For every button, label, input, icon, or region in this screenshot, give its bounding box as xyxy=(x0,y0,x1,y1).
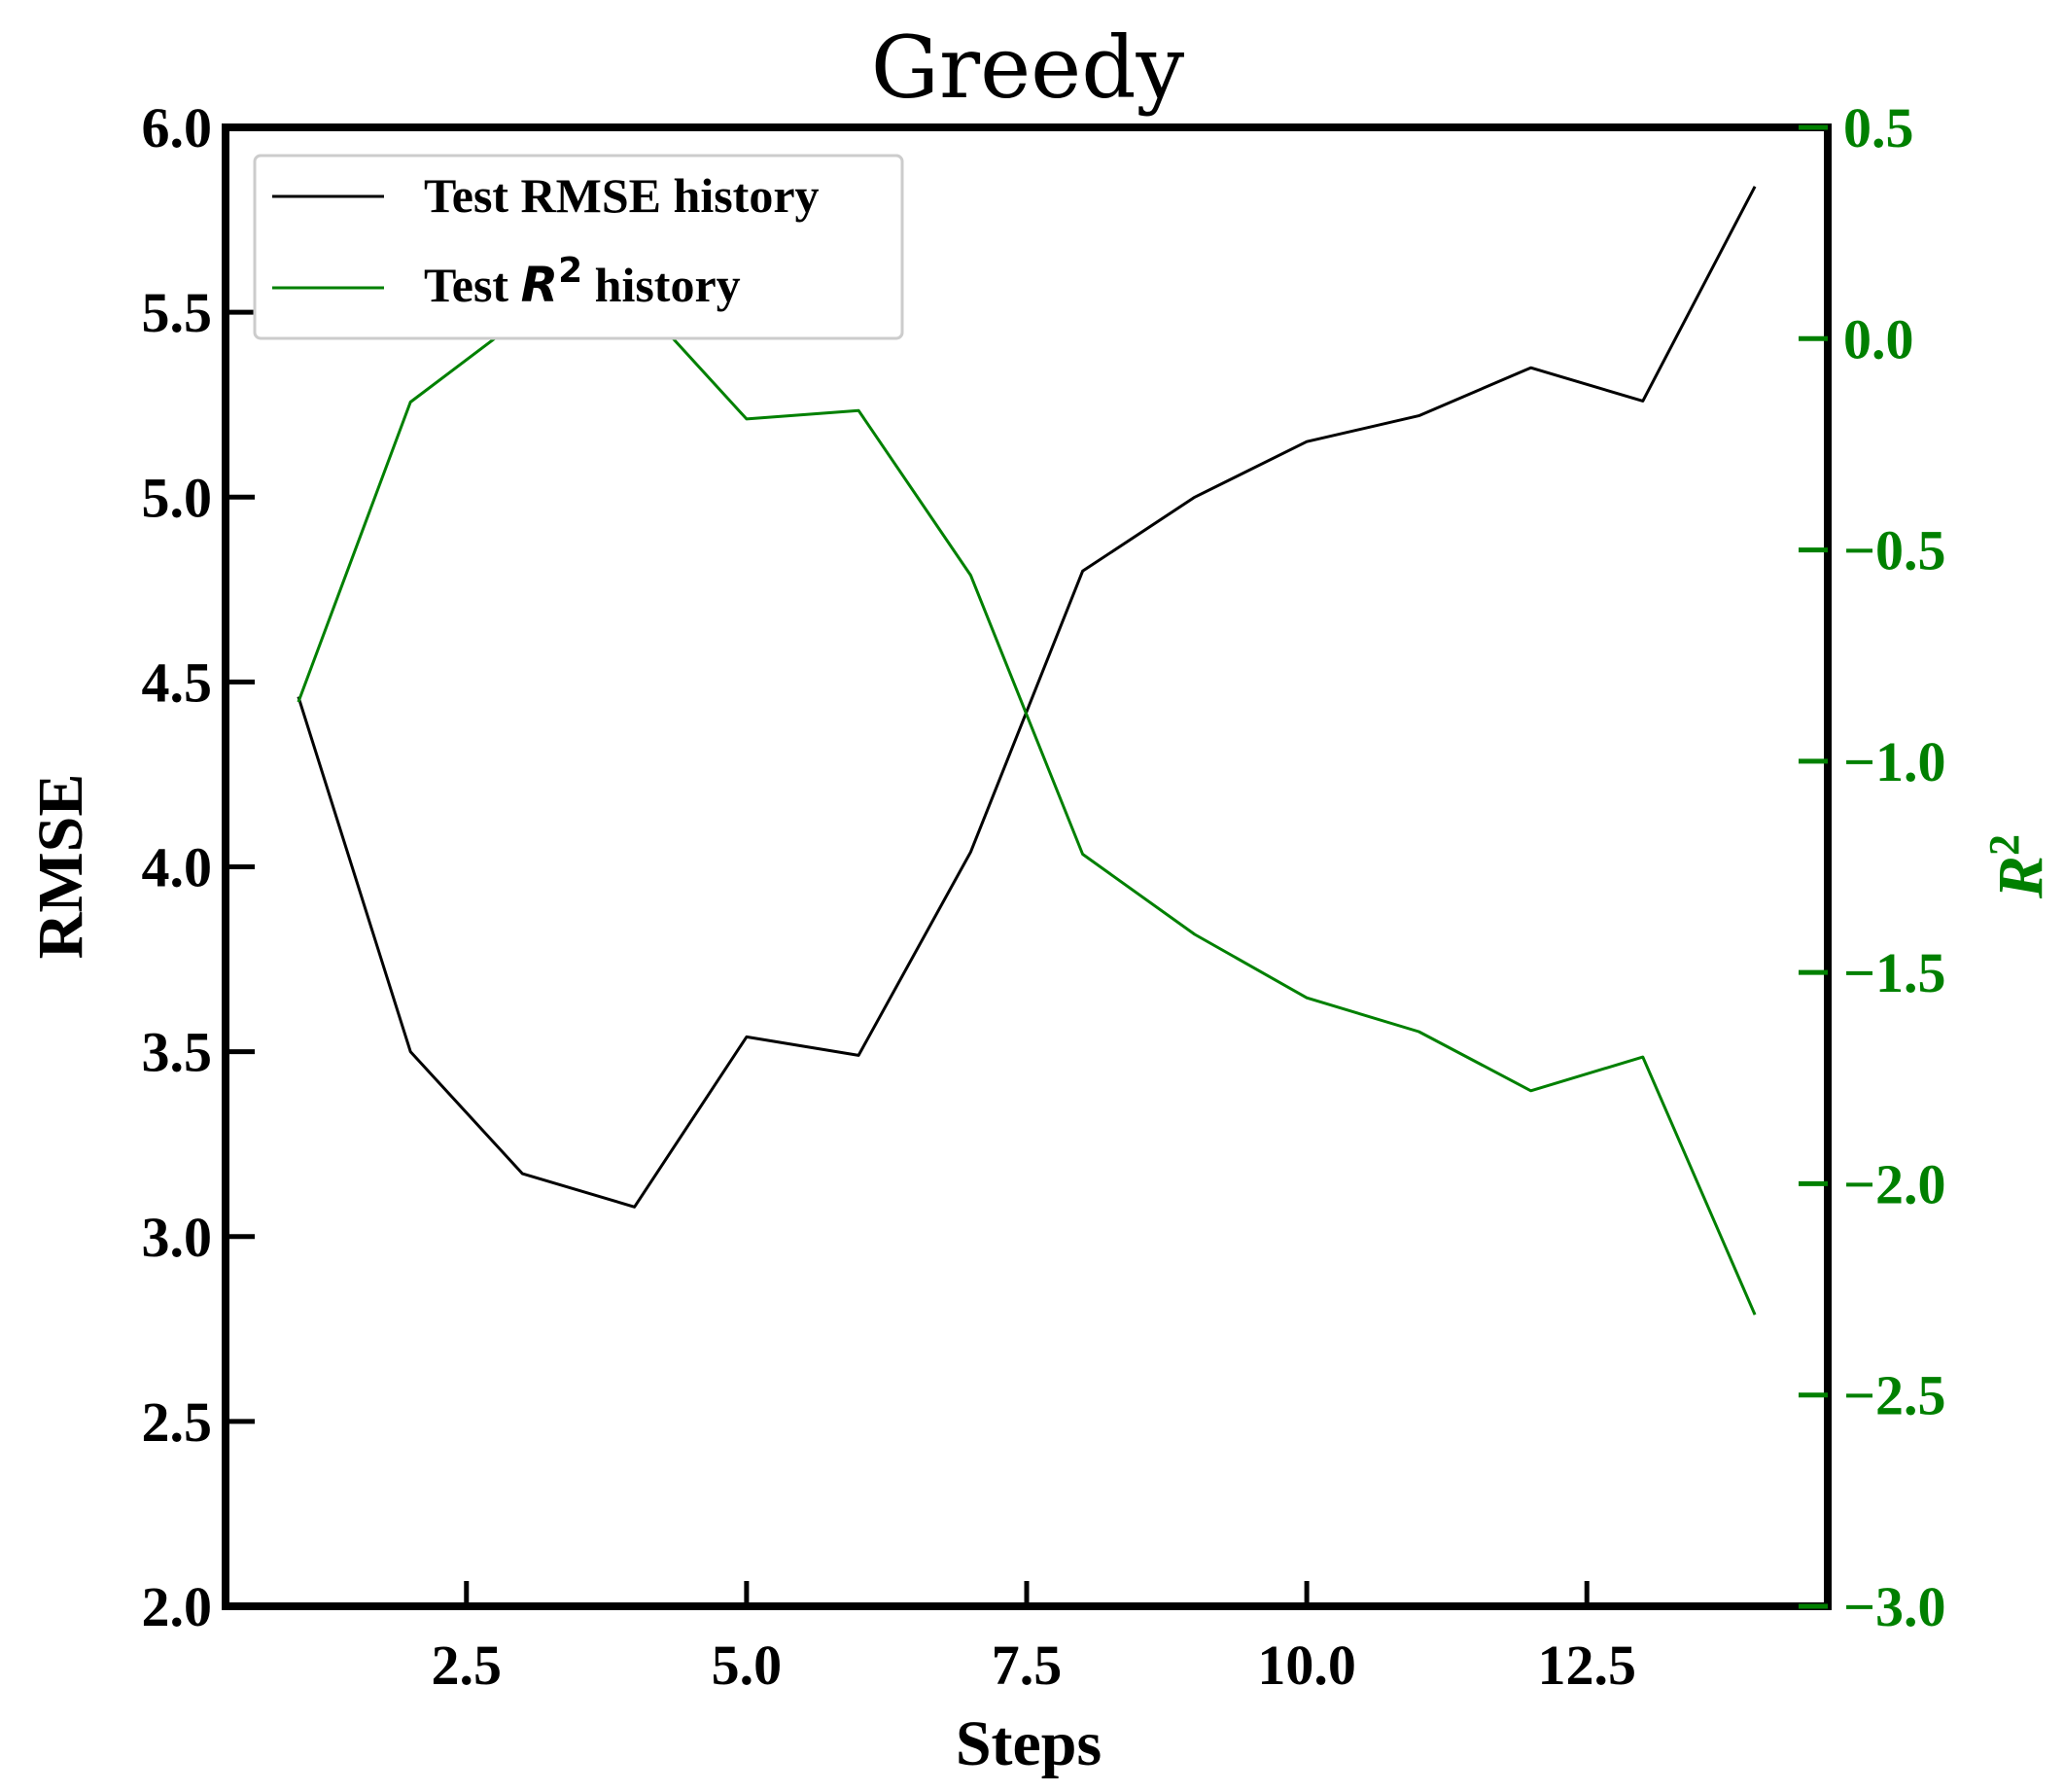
y2-tick-label: −1.0 xyxy=(1843,730,1946,793)
x-tick-label: 7.5 xyxy=(992,1634,1063,1697)
y-tick-label: 2.5 xyxy=(142,1390,213,1454)
data-lines xyxy=(297,186,1757,1316)
y-tick-label: 3.5 xyxy=(142,1021,213,1084)
chart-title: Greedy xyxy=(871,18,1185,118)
legend: Test RMSE history Test R2 history xyxy=(253,154,904,340)
legend-label-r2-suffix: history xyxy=(595,258,741,312)
legend-label-r2: Test R2 history xyxy=(424,251,741,314)
x-axis-label: Steps xyxy=(956,1708,1102,1779)
y-axis-label: RMSE xyxy=(25,774,96,960)
legend-box xyxy=(253,154,904,340)
y2-axis-label-superscript: 2 xyxy=(1980,834,2028,856)
y2-tick-label: −1.5 xyxy=(1843,941,1946,1004)
y2-axis-ticks: −3.0 −2.5 −2.0 −1.5 −1.0 −0.5 0.0 0.5 xyxy=(1799,96,1946,1638)
x-tick-label: 10.0 xyxy=(1257,1634,1356,1697)
y-tick-label: 5.5 xyxy=(142,281,213,344)
y2-tick-label: −3.0 xyxy=(1843,1575,1946,1638)
legend-label-r2-superscript: 2 xyxy=(558,251,582,291)
y2-tick-label: 0.0 xyxy=(1843,307,1914,370)
y-tick-label: 4.5 xyxy=(142,650,213,714)
x-tick-label: 12.5 xyxy=(1537,1634,1636,1697)
legend-label-r2-math: R xyxy=(521,257,559,313)
x-tick-label: 2.5 xyxy=(432,1634,503,1697)
y-tick-label: 6.0 xyxy=(142,96,213,159)
y2-tick-label: −2.5 xyxy=(1843,1364,1946,1427)
y2-axis-label-base: R xyxy=(1985,856,2056,899)
legend-label-rmse: Test RMSE history xyxy=(424,168,820,223)
y2-tick-label: −0.5 xyxy=(1843,519,1946,582)
plot-frame xyxy=(222,123,1832,1610)
series-line-r2 xyxy=(297,295,1757,1316)
x-tick-label: 5.0 xyxy=(712,1634,783,1697)
y2-tick-label: 0.5 xyxy=(1843,96,1914,159)
y-tick-label: 3.0 xyxy=(142,1206,213,1269)
y-axis-ticks: 2.0 2.5 3.0 3.5 4.0 4.5 5.0 5.5 6.0 xyxy=(142,96,255,1638)
x-axis-ticks: 2.5 5.0 7.5 10.0 12.5 xyxy=(432,1581,1636,1697)
y-tick-label: 2.0 xyxy=(142,1575,213,1638)
y-tick-label: 5.0 xyxy=(142,466,213,529)
y-tick-label: 4.0 xyxy=(142,836,213,899)
legend-label-r2-prefix: Test xyxy=(424,258,508,312)
y2-tick-label: −2.0 xyxy=(1843,1152,1946,1215)
plot-area xyxy=(222,123,1832,1610)
y2-axis-label: R2 xyxy=(1980,834,2057,899)
